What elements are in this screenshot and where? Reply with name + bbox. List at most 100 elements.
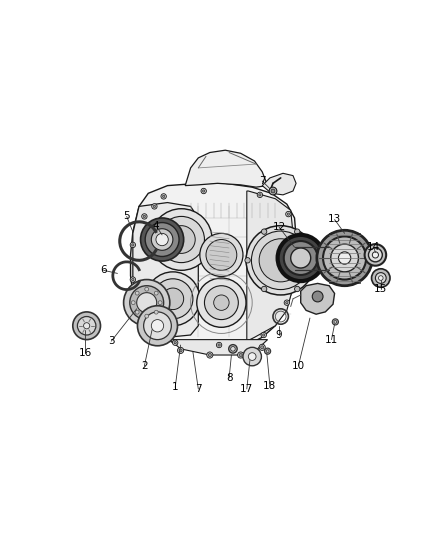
Text: 7: 7 xyxy=(195,384,201,394)
Circle shape xyxy=(292,259,294,262)
Circle shape xyxy=(263,334,265,336)
Circle shape xyxy=(259,239,302,282)
Circle shape xyxy=(284,300,290,305)
Circle shape xyxy=(158,301,162,304)
Text: 17: 17 xyxy=(240,384,254,394)
Circle shape xyxy=(375,273,386,284)
Circle shape xyxy=(284,241,318,275)
Circle shape xyxy=(173,340,178,345)
Circle shape xyxy=(177,348,184,353)
Polygon shape xyxy=(247,191,293,341)
Circle shape xyxy=(332,319,339,325)
Circle shape xyxy=(231,346,235,351)
Circle shape xyxy=(154,291,158,295)
Circle shape xyxy=(205,286,238,320)
Circle shape xyxy=(130,277,135,282)
Circle shape xyxy=(378,276,383,280)
Circle shape xyxy=(286,302,288,304)
Circle shape xyxy=(207,352,213,358)
Circle shape xyxy=(216,342,222,348)
Circle shape xyxy=(261,332,266,338)
Circle shape xyxy=(237,352,244,358)
Circle shape xyxy=(246,225,315,295)
Circle shape xyxy=(135,291,139,295)
Circle shape xyxy=(248,353,256,360)
Circle shape xyxy=(269,187,277,195)
Circle shape xyxy=(158,216,205,263)
Circle shape xyxy=(364,244,386,265)
Circle shape xyxy=(84,322,90,329)
Text: 9: 9 xyxy=(276,330,283,340)
Circle shape xyxy=(287,213,290,215)
Circle shape xyxy=(145,223,179,256)
Circle shape xyxy=(144,312,171,340)
Circle shape xyxy=(243,348,261,366)
Circle shape xyxy=(162,195,165,198)
Circle shape xyxy=(206,239,237,270)
Circle shape xyxy=(257,192,263,198)
Circle shape xyxy=(135,310,139,314)
Circle shape xyxy=(130,242,135,248)
Circle shape xyxy=(208,353,212,357)
Circle shape xyxy=(331,244,358,272)
Circle shape xyxy=(323,237,366,280)
Circle shape xyxy=(291,248,311,268)
Circle shape xyxy=(138,306,177,346)
Circle shape xyxy=(372,252,378,258)
Circle shape xyxy=(145,314,148,318)
Polygon shape xyxy=(301,284,335,314)
Text: 15: 15 xyxy=(374,284,387,294)
Circle shape xyxy=(132,244,134,246)
Circle shape xyxy=(271,189,275,193)
Text: 6: 6 xyxy=(100,265,107,276)
Circle shape xyxy=(202,190,205,192)
Circle shape xyxy=(311,257,317,263)
Circle shape xyxy=(124,280,170,326)
Polygon shape xyxy=(133,203,198,337)
Circle shape xyxy=(317,230,372,286)
Circle shape xyxy=(265,348,271,354)
Circle shape xyxy=(261,346,264,349)
Circle shape xyxy=(153,279,193,319)
Circle shape xyxy=(139,325,145,330)
Polygon shape xyxy=(185,150,268,187)
Circle shape xyxy=(201,188,206,193)
Circle shape xyxy=(73,312,100,340)
Circle shape xyxy=(261,286,267,292)
Circle shape xyxy=(214,295,229,310)
Polygon shape xyxy=(131,183,296,349)
Circle shape xyxy=(151,209,212,270)
Circle shape xyxy=(151,229,173,251)
Circle shape xyxy=(142,214,147,219)
Polygon shape xyxy=(170,340,268,355)
Circle shape xyxy=(259,344,265,350)
Circle shape xyxy=(141,326,143,328)
Circle shape xyxy=(161,193,166,199)
Circle shape xyxy=(174,342,177,344)
Circle shape xyxy=(266,350,269,352)
Circle shape xyxy=(294,286,300,292)
Text: 10: 10 xyxy=(292,361,305,371)
Circle shape xyxy=(130,286,164,320)
Text: 16: 16 xyxy=(78,348,92,358)
Circle shape xyxy=(132,278,134,281)
Polygon shape xyxy=(329,233,360,284)
Circle shape xyxy=(151,320,164,332)
Text: 7: 7 xyxy=(259,176,265,186)
Circle shape xyxy=(167,225,195,253)
Circle shape xyxy=(286,212,291,217)
Text: 1: 1 xyxy=(172,382,179,392)
Circle shape xyxy=(229,345,237,353)
Circle shape xyxy=(145,287,148,291)
Circle shape xyxy=(251,231,310,289)
Circle shape xyxy=(137,293,157,313)
Text: 4: 4 xyxy=(152,221,159,231)
Text: 11: 11 xyxy=(325,335,338,345)
Text: 18: 18 xyxy=(263,381,276,391)
Circle shape xyxy=(278,235,324,281)
Circle shape xyxy=(78,317,96,335)
Polygon shape xyxy=(294,247,329,270)
Text: 14: 14 xyxy=(367,242,381,252)
Circle shape xyxy=(131,301,135,304)
Circle shape xyxy=(371,269,390,287)
